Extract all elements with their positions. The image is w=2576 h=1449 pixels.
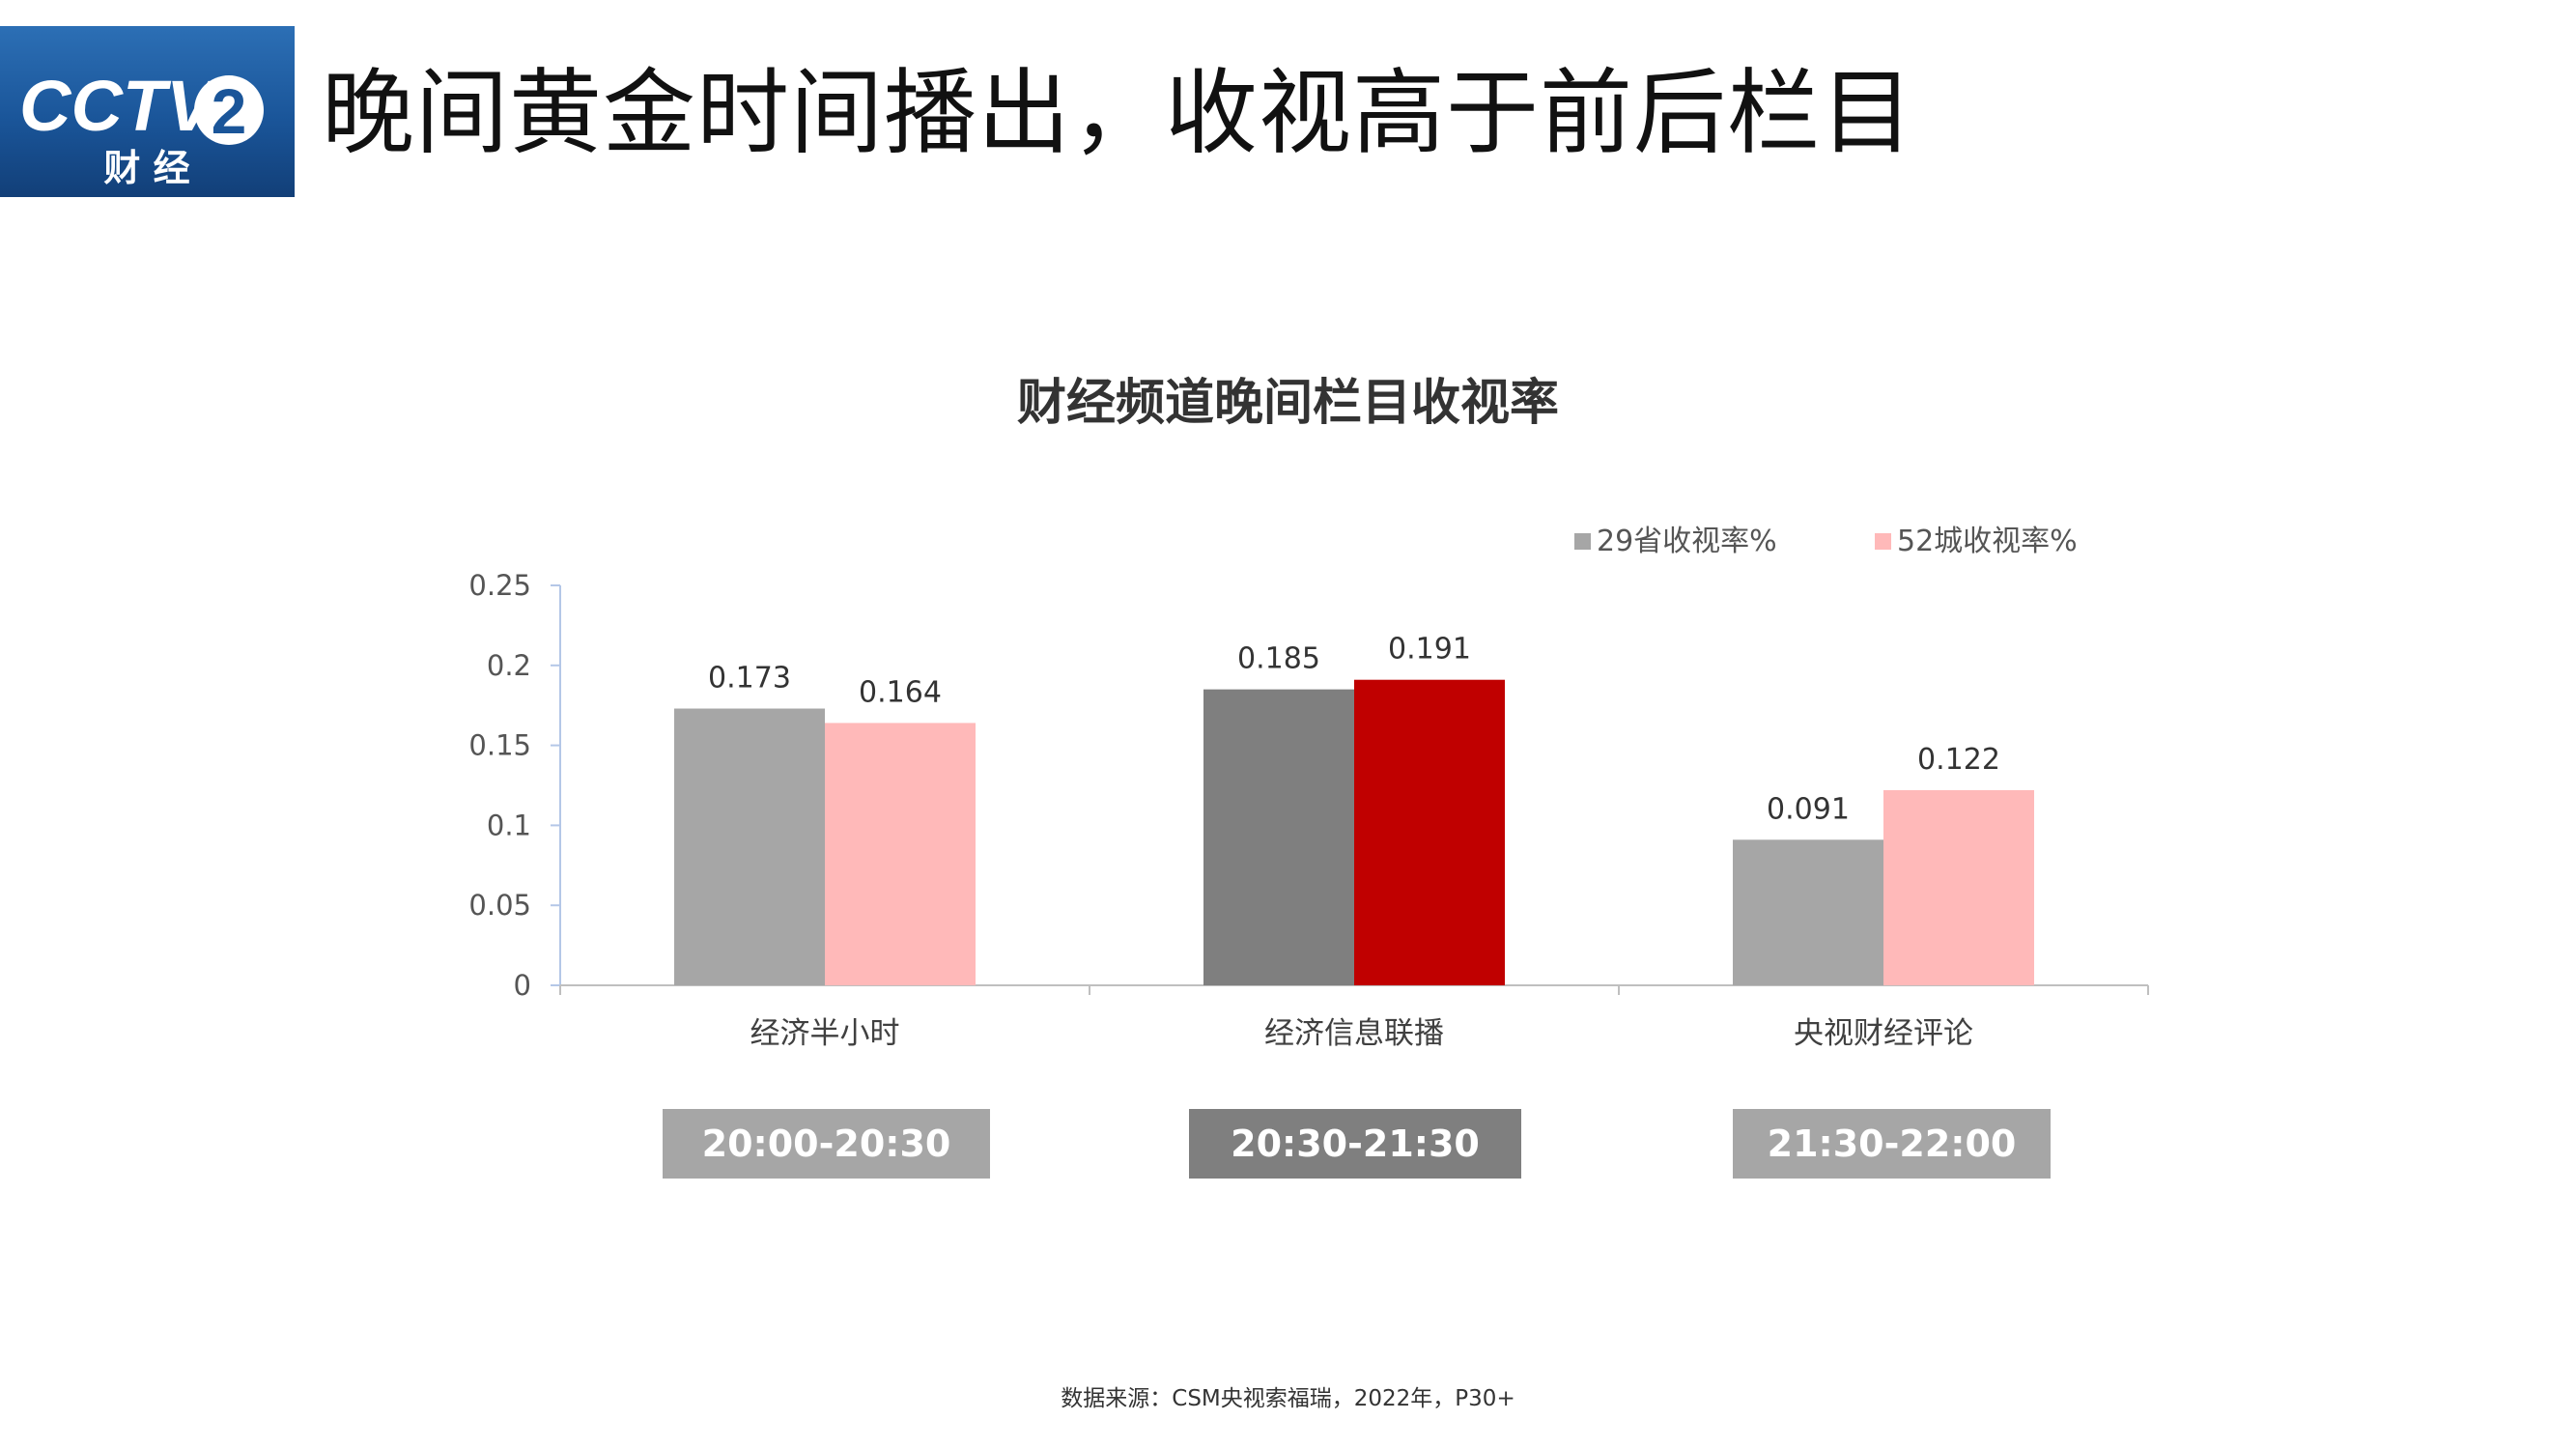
legend-item-29-province: 29省收视率% <box>1574 523 1777 561</box>
data-label: 0.091 <box>1767 792 1850 826</box>
y-tick-label: 0.2 <box>487 649 531 682</box>
data-label: 0.185 <box>1237 642 1320 676</box>
bar-city52-3 <box>1883 789 2034 985</box>
data-label: 0.122 <box>1917 743 2000 777</box>
logo-brand-text: CCTV <box>19 66 219 146</box>
slide-title: 晚间黄金时间播出，收视高于前后栏目 <box>322 59 1914 167</box>
logo-channel-name: 财 经 <box>103 147 189 189</box>
data-label: 0.191 <box>1388 633 1471 667</box>
logo-channel-number: 2 <box>212 75 247 147</box>
chart-title: 财经频道晚间栏目收视率 <box>1016 375 1559 432</box>
legend-label-29-province: 29省收视率% <box>1597 525 1777 558</box>
data-source-note: 数据来源：CSM央视索福瑞，2022年，P30+ <box>1061 1386 1515 1411</box>
y-tick-label: 0.1 <box>487 809 531 841</box>
data-label: 0.164 <box>859 675 942 709</box>
y-tick-label: 0.05 <box>468 889 531 922</box>
bar-province29-3 <box>1733 839 1883 985</box>
bar-province29-1 <box>674 708 825 985</box>
bar-province29-2 <box>1203 689 1354 985</box>
x-category-label: 央视财经评论 <box>1794 1016 1973 1051</box>
data-label: 0.173 <box>708 662 791 696</box>
x-category-label: 经济半小时 <box>750 1016 900 1051</box>
time-slot-box-3: 21:30-22:00 <box>1733 1109 2051 1179</box>
bar-city52-2 <box>1354 679 1505 985</box>
legend-swatch-52-city <box>1875 533 1891 550</box>
time-slot-box-2: 20:30-21:30 <box>1189 1109 1521 1179</box>
y-tick-label: 0 <box>514 969 531 1002</box>
legend-swatch-29-province <box>1574 533 1591 550</box>
cctv2-finance-logo: CCTV 2 财 经 <box>0 26 295 197</box>
y-tick-label: 0.15 <box>468 729 531 762</box>
time-slot-box-1: 20:00-20:30 <box>663 1109 990 1179</box>
legend-item-52-city: 52城收视率% <box>1875 523 2078 561</box>
bar-city52-1 <box>825 723 976 985</box>
legend-label-52-city: 52城收视率% <box>1897 525 2078 558</box>
y-tick-label: 0.25 <box>468 569 531 602</box>
x-category-label: 经济信息联播 <box>1264 1016 1444 1051</box>
